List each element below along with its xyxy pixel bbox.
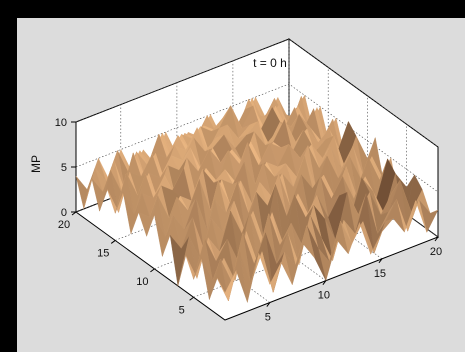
y-tick-label: 20 [58, 219, 70, 231]
surface-face [217, 270, 237, 302]
x-tick-mark [322, 280, 327, 285]
x-tick-label: 5 [265, 312, 271, 324]
x-tick-label: 20 [430, 246, 442, 258]
x-tick-mark [266, 302, 271, 307]
z-tick-label: 10 [55, 117, 67, 129]
x-tick-mark [378, 258, 383, 264]
x-tick-label: 10 [318, 290, 330, 302]
z-tick-label: 5 [61, 162, 67, 174]
y-tick-label: 15 [97, 247, 109, 259]
y-tick-mark [71, 211, 77, 216]
z-tick-label: 0 [61, 207, 67, 219]
y-tick-mark [189, 296, 194, 301]
y-tick-mark [110, 240, 116, 244]
surface-plot [75, 94, 439, 303]
y-tick-mark [150, 268, 155, 273]
chart-title: t = 0 h [253, 56, 287, 70]
z-axis-label: MP [29, 155, 43, 173]
y-tick-label: 10 [136, 276, 148, 288]
x-tick-mark [434, 236, 439, 242]
y-tick-label: 5 [179, 304, 185, 316]
axis-ticks: 0 5 10 5 10 15 20 5 10 15 20 [55, 117, 442, 324]
x-tick-label: 15 [374, 268, 386, 280]
